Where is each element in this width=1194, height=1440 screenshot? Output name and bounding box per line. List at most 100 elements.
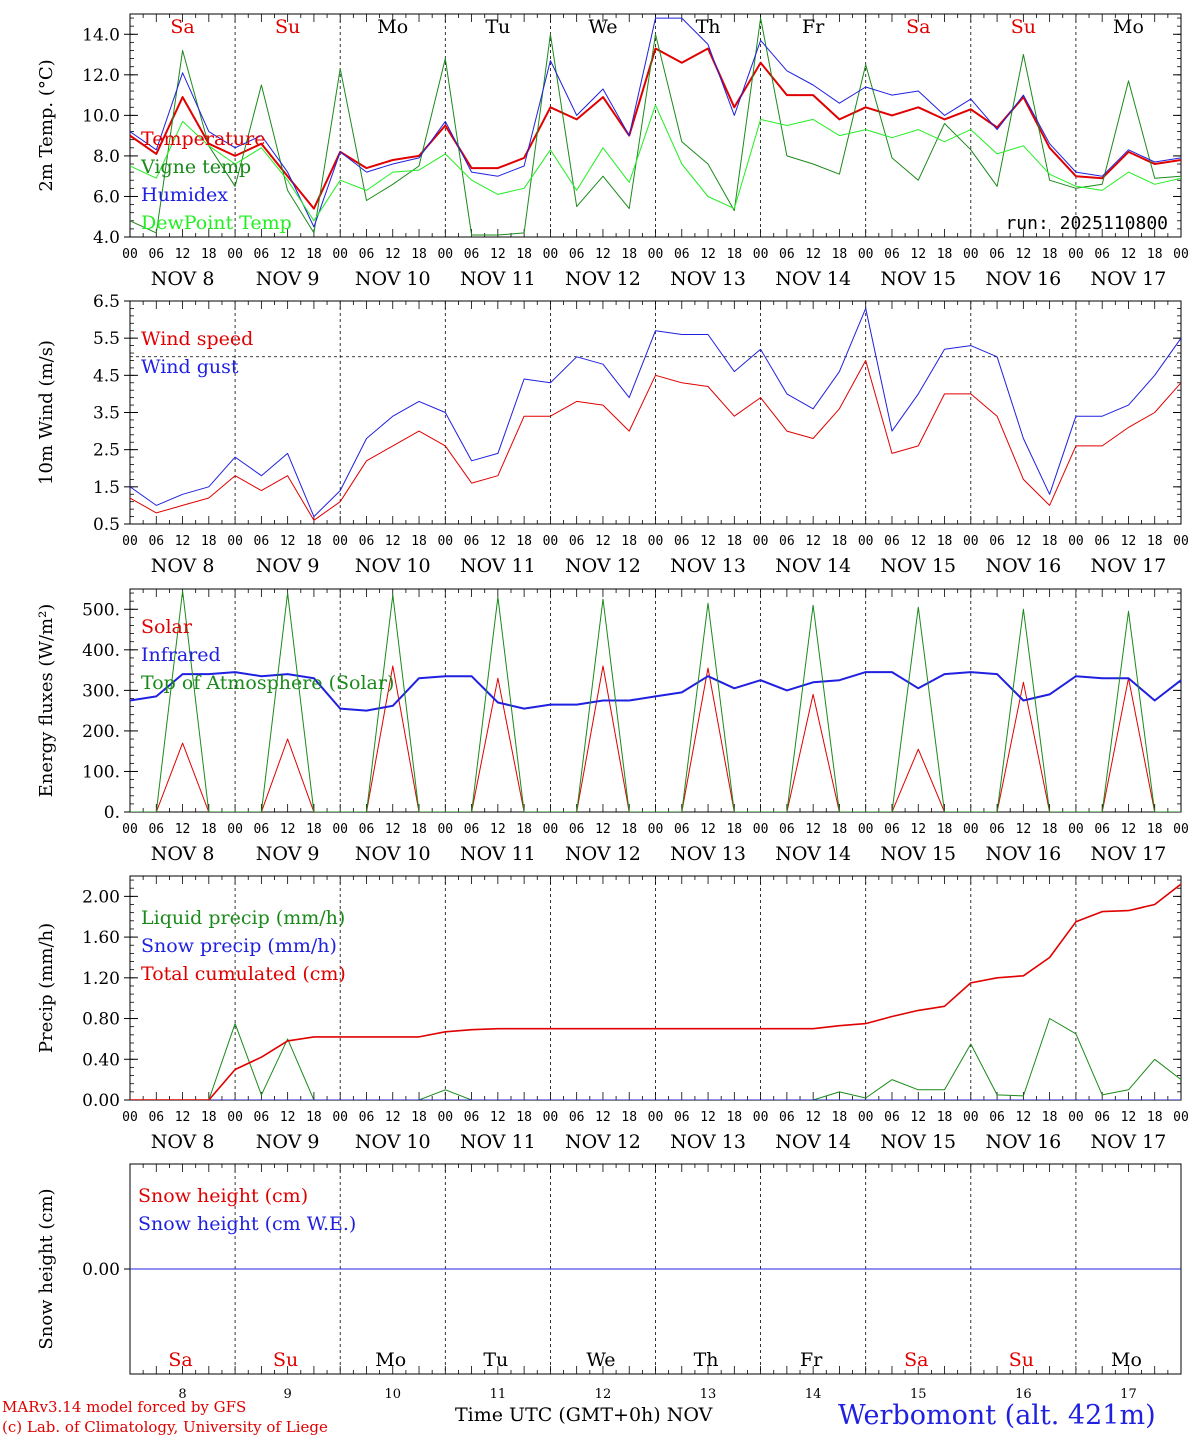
x-hour-label: 12 [385,247,401,262]
y-tick-label: 12.0 [82,66,120,86]
day-name-bottom: Sa [904,1349,928,1371]
model-credit: MARv3.14 model forced by GFS [2,1398,247,1416]
x-hour-label: 00 [437,822,453,837]
x-hour-label: 18 [1147,534,1163,549]
x-hour-label: 12 [910,534,926,549]
panel-frame-0 [129,13,1182,238]
legend-entry: Humidex [141,184,228,206]
x-hour-label: 06 [779,247,795,262]
x-date-label: NOV 16 [985,1131,1061,1153]
x-hour-label: 06 [148,1110,164,1125]
x-hour-label: 06 [148,822,164,837]
x-hour-label: 12 [1121,247,1137,262]
y-axis-title: Precip (mm/h) [36,923,57,1053]
x-date-label: NOV 10 [355,555,431,577]
x-hour-label: 00 [1173,1110,1189,1125]
day-name-top: Su [275,16,300,38]
x-date-label: NOV 9 [256,843,320,865]
station-name: Werbomont (alt. 421m) [838,1400,1156,1431]
series-line-wind-speed [130,360,1181,521]
x-axis-month: NOV [666,1404,713,1426]
x-hour-label: 06 [359,247,375,262]
x-hour-label: 12 [1016,534,1032,549]
x-date-label: NOV 12 [565,843,641,865]
y-axis-title: 10m Wind (m/s) [36,340,57,485]
x-hour-label: 00 [963,1110,979,1125]
x-hour-label: 18 [832,247,848,262]
x-date-label: NOV 15 [880,268,956,290]
series-line-humidex [130,17,1181,228]
day-number: 10 [384,1387,401,1400]
series-line-infrared [130,671,1181,712]
legend-entry: Solar [141,616,193,638]
x-hour-label: 06 [1094,1110,1110,1125]
y-tick-label: 0.00 [82,1091,120,1111]
x-hour-label: 18 [726,534,742,549]
x-hour-label: 18 [937,247,953,262]
x-date-label: NOV 17 [1091,268,1167,290]
x-hour-label: 12 [490,247,506,262]
x-date-label: NOV 9 [256,1131,320,1153]
x-hour-label: 12 [1016,247,1032,262]
legend-entry: Vigne temp [140,156,251,178]
x-date-label: NOV 14 [775,268,851,290]
x-hour-label: 06 [779,534,795,549]
day-number: 15 [910,1387,927,1400]
x-date-label: NOV 14 [775,843,851,865]
x-date-label: NOV 8 [151,843,215,865]
x-date-label: NOV 17 [1091,843,1167,865]
x-hour-label: 12 [175,247,191,262]
y-tick-label: 1.5 [93,478,120,498]
x-hour-label: 06 [674,1110,690,1125]
x-hour-label: 18 [1147,822,1163,837]
x-hour-label: 00 [332,1110,348,1125]
x-hour-label: 18 [306,247,322,262]
x-hour-label: 06 [1094,247,1110,262]
x-hour-label: 18 [306,1110,322,1125]
y-tick-label: 0.5 [93,515,120,535]
y-tick-label: 0.40 [82,1050,120,1070]
x-date-label: NOV 15 [880,843,956,865]
x-hour-label: 12 [805,534,821,549]
x-hour-label: 12 [910,247,926,262]
x-hour-label: 00 [858,1110,874,1125]
y-tick-label: 200. [82,722,120,742]
day-name-bottom: Su [273,1349,298,1371]
x-date-label: NOV 11 [460,1131,536,1153]
x-hour-label: 00 [122,247,138,262]
x-hour-label: 12 [700,822,716,837]
x-date-label: NOV 17 [1091,1131,1167,1153]
x-hour-label: 12 [175,534,191,549]
series-line-top-of-atmosphere-solar- [130,590,1181,812]
x-hour-label: 06 [884,247,900,262]
x-hour-label: 12 [910,1110,926,1125]
y-tick-label: 1.60 [82,928,120,948]
x-hour-label: 18 [1042,247,1058,262]
x-hour-label: 18 [201,822,217,837]
x-hour-label: 00 [437,247,453,262]
y-tick-label: 3.5 [93,404,120,424]
x-date-label: NOV 15 [880,555,956,577]
x-hour-label: 06 [884,1110,900,1125]
legend-entry: Temperature [141,128,265,150]
day-name-bottom: Tu [483,1349,508,1371]
y-tick-label: 100. [82,762,120,782]
x-hour-label: 06 [148,534,164,549]
x-hour-label: 00 [1068,1110,1084,1125]
legend-entry: Snow height (cm W.E.) [138,1213,356,1235]
x-hour-label: 00 [963,247,979,262]
x-hour-label: 06 [779,1110,795,1125]
day-number: 14 [805,1387,822,1400]
y-tick-label: 4.5 [93,366,120,386]
x-hour-label: 00 [227,822,243,837]
y-tick-label: 4.0 [93,228,120,248]
x-date-label: NOV 16 [985,555,1061,577]
x-hour-label: 18 [1042,822,1058,837]
day-name-top: Su [1011,16,1036,38]
day-name-bottom: Fr [800,1349,823,1371]
x-hour-label: 06 [569,1110,585,1125]
x-hour-label: 06 [254,1110,270,1125]
x-axis-title: Time UTC (GMT+0h) NOV [455,1404,712,1426]
x-hour-label: 06 [359,534,375,549]
x-date-label: NOV 16 [985,268,1061,290]
